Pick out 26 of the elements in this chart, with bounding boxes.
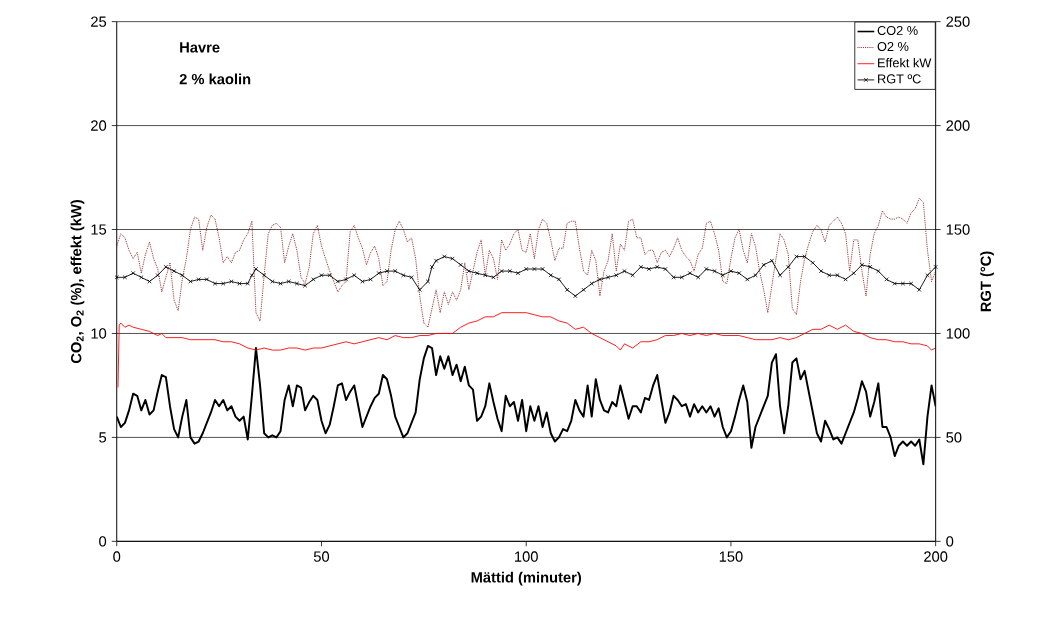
x-tick-label: 150 — [719, 551, 743, 562]
x-tick-label: 200 — [924, 551, 948, 562]
y2-tick-label: 50 — [946, 432, 962, 443]
y-axis-title: CO$_{2}$, O$_{2}$ (%), effekt (kW) — [70, 200, 85, 364]
y-tick-label: 15 — [91, 224, 107, 235]
x-tick-label: 100 — [515, 551, 538, 562]
x-tick-label: 0 — [113, 551, 121, 562]
annotation: 2 % kaolin — [179, 73, 251, 85]
y-tick-label: 10 — [91, 328, 107, 339]
x-axis-title: Mättid (minuter) — [471, 571, 582, 586]
y2-tick-label: 200 — [946, 120, 970, 131]
legend-label: Effekt kW — [878, 58, 932, 68]
y-tick-label: 20 — [91, 120, 107, 131]
y-tick-label: 25 — [91, 16, 107, 27]
y2-tick-label: 150 — [946, 224, 970, 235]
legend-label: RGT ºC — [878, 74, 921, 84]
y-tick-label: 0 — [99, 536, 107, 547]
legend-label: CO2 % — [877, 26, 918, 36]
y2-tick-label: 250 — [946, 16, 970, 27]
y-tick-label: 5 — [99, 432, 107, 443]
y2-tick-label: 0 — [946, 536, 954, 547]
y2-tick-label: 100 — [946, 328, 970, 339]
x-tick-label: 50 — [313, 551, 330, 562]
legend-label: O2 % — [877, 42, 909, 52]
annotation: Havre — [180, 42, 220, 53]
y2-axis-title: RGT (°C) — [980, 251, 994, 312]
